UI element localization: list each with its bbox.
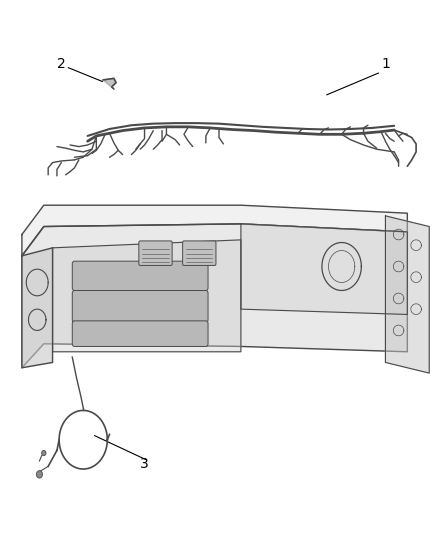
Polygon shape [103, 78, 116, 89]
Polygon shape [22, 205, 407, 256]
Text: 1: 1 [381, 57, 390, 71]
Text: 3: 3 [140, 457, 149, 471]
Circle shape [36, 471, 42, 478]
Circle shape [42, 450, 46, 456]
FancyBboxPatch shape [72, 261, 208, 290]
FancyBboxPatch shape [139, 241, 172, 265]
Polygon shape [53, 240, 241, 352]
FancyBboxPatch shape [183, 241, 216, 265]
Polygon shape [22, 248, 53, 368]
Polygon shape [385, 216, 429, 373]
FancyBboxPatch shape [72, 290, 208, 322]
Polygon shape [22, 224, 407, 368]
FancyBboxPatch shape [72, 321, 208, 346]
Text: 2: 2 [57, 57, 66, 71]
Polygon shape [241, 224, 407, 314]
